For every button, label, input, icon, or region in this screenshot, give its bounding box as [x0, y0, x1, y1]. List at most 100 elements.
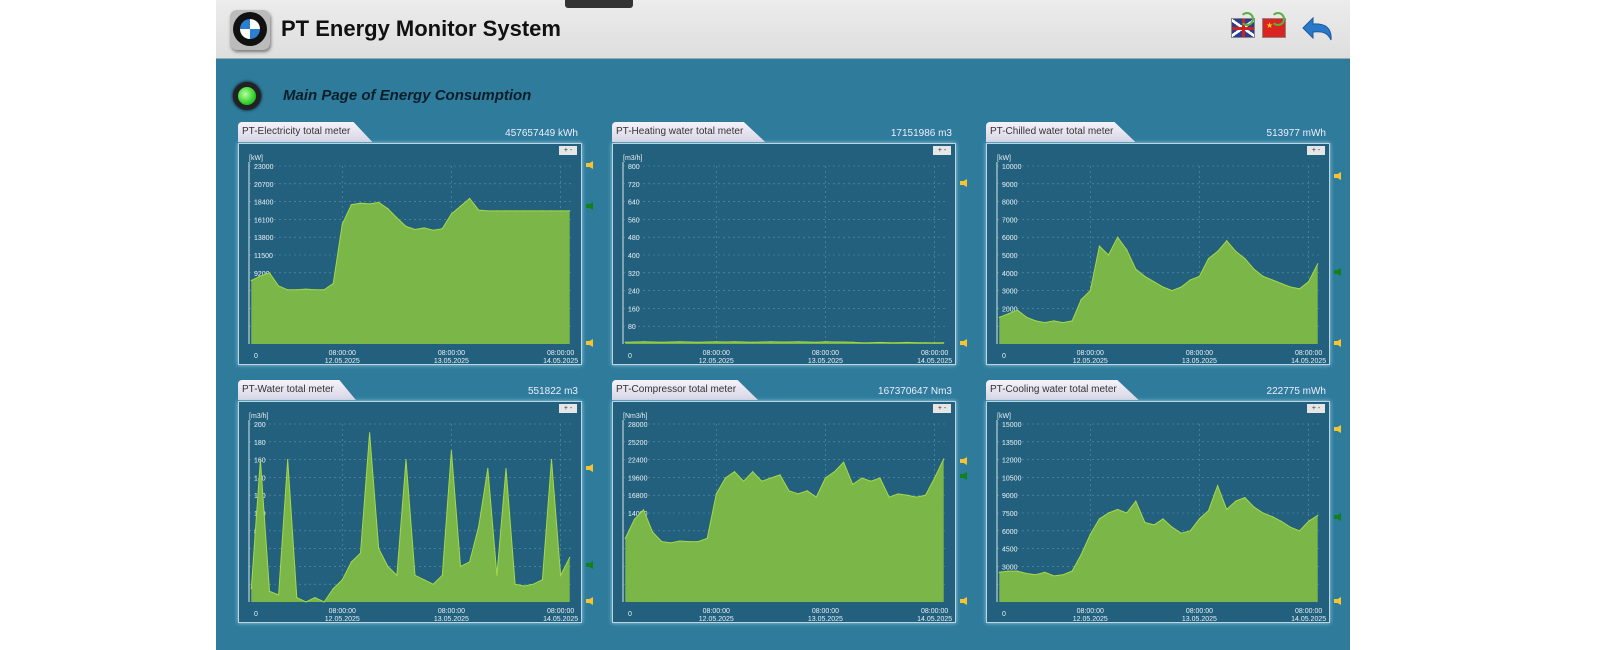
data-point	[1180, 532, 1182, 534]
limit-arrow-icon	[1334, 171, 1341, 180]
data-point	[1053, 320, 1055, 322]
data-point	[341, 579, 343, 581]
x-tick-date: 12.05.2025	[325, 616, 360, 622]
meter-chart[interactable]: 02040608010012014016018020008:00:0012.05…	[238, 401, 582, 623]
x-tick-date: 12.05.2025	[1073, 616, 1108, 622]
meter-title-tab[interactable]: PT-Chilled water total meter	[986, 122, 1136, 142]
meter-title-tab[interactable]: PT-Electricity total meter	[238, 122, 373, 142]
meter-chart[interactable]: 0230046006900920011500138001610018400207…	[238, 143, 582, 365]
data-point	[861, 342, 863, 344]
data-point	[323, 601, 325, 603]
top-pull-tab[interactable]	[565, 0, 633, 8]
y-tick-label: 400	[628, 253, 640, 260]
data-point	[633, 518, 635, 520]
data-point	[1289, 286, 1292, 288]
data-point	[332, 588, 334, 590]
data-point	[259, 459, 261, 461]
data-point	[651, 341, 654, 343]
data-point	[934, 342, 936, 344]
data-point	[323, 289, 325, 291]
data-point	[532, 583, 534, 585]
bmw-logo-icon[interactable]	[230, 10, 270, 50]
chart-svg: 02040608010012014016018020008:00:0012.05…	[248, 413, 578, 622]
data-point	[888, 342, 890, 344]
meter-chart[interactable]: 0150030004500600075009000105001200013500…	[986, 401, 1330, 623]
meter-title-tab[interactable]: PT-Cooling water total meter	[986, 380, 1139, 400]
data-point	[661, 341, 663, 343]
data-point	[670, 341, 672, 343]
y-tick-label: 19600	[628, 475, 648, 482]
chart-svg: 08016024032040048056064072080008:00:0012…	[622, 155, 952, 364]
meter-chart[interactable]: 0 80 160 240 320 400 480 560 640 720 800 08:00:00 12…	[612, 143, 956, 365]
data-point	[1226, 240, 1228, 242]
data-point	[733, 471, 736, 473]
data-point	[934, 477, 936, 479]
meter-panel-chilled-water: PT-Chilled water total meter 513977 mWh …	[986, 122, 1366, 367]
data-point	[752, 341, 754, 343]
x-tick-date: 12.05.2025	[325, 358, 360, 364]
data-point	[487, 210, 489, 212]
data-point	[487, 467, 489, 470]
x-tick-date: 12.05.2025	[699, 358, 734, 364]
data-point	[679, 540, 681, 542]
data-point	[1053, 575, 1055, 577]
data-point	[1271, 279, 1273, 281]
data-point	[259, 275, 261, 277]
meter-title-tab[interactable]: PT-Heating water total meter	[612, 122, 766, 142]
y-tick-label: 6000	[1002, 529, 1018, 536]
series-area	[251, 198, 570, 344]
x-tick-time: 08:00:00	[1295, 608, 1322, 615]
data-point	[833, 341, 836, 343]
data-point	[1098, 518, 1100, 520]
data-point	[378, 548, 380, 550]
series-line	[999, 236, 1319, 324]
back-arrow-icon[interactable]	[1299, 14, 1335, 44]
data-point	[824, 477, 827, 479]
data-point	[642, 509, 645, 511]
y-tick-label: 15000	[1002, 422, 1022, 429]
data-point	[998, 316, 1000, 318]
x-tick-time: 08:00:00	[1077, 350, 1104, 357]
data-point	[624, 341, 626, 343]
meter-title-tab[interactable]: PT-Water total meter	[238, 380, 356, 400]
x-tick-time: 08:00:00	[438, 350, 465, 357]
data-point	[432, 583, 434, 585]
data-point	[888, 496, 890, 498]
data-point	[915, 496, 918, 498]
meter-chart[interactable]: 0280056008400112001400016800196002240025…	[612, 401, 956, 623]
data-point	[943, 342, 945, 344]
data-point	[250, 279, 252, 282]
data-point	[1207, 257, 1210, 260]
data-point	[478, 525, 480, 527]
meter-title-tab[interactable]: PT-Compressor total meter	[612, 380, 759, 400]
data-point	[697, 341, 699, 343]
data-point	[1280, 520, 1282, 522]
y-tick-label: 5000	[1002, 253, 1018, 260]
data-point	[396, 574, 398, 576]
data-point	[1235, 250, 1237, 253]
zoom-control-button[interactable]: + -	[559, 146, 577, 155]
series-line	[251, 197, 570, 291]
zoom-control-button[interactable]: + -	[1307, 404, 1325, 413]
y-tick-label: 3000	[1002, 289, 1018, 296]
zoom-control-button[interactable]: + -	[1307, 146, 1325, 155]
setpoint-arrow-icon	[960, 472, 967, 481]
meter-panel-compressor: PT-Compressor total meter 167370647 Nm3 …	[612, 380, 992, 625]
meter-chart[interactable]: 0100020003000400050006000700080009000100…	[986, 143, 1330, 365]
zoom-control-button[interactable]: + -	[933, 404, 951, 413]
data-point	[1007, 313, 1009, 315]
data-point	[697, 541, 699, 543]
data-point	[897, 493, 899, 495]
x-tick-date: 13.05.2025	[434, 358, 469, 364]
y-axis-unit: [Nm3/h]	[623, 413, 648, 420]
zoom-control-button[interactable]: + -	[933, 146, 951, 155]
data-point	[1153, 524, 1155, 526]
y-tick-label: 25200	[628, 440, 648, 447]
data-point	[1071, 320, 1073, 322]
data-point	[1016, 570, 1019, 572]
data-point	[906, 341, 908, 344]
zoom-control-button[interactable]: + -	[559, 404, 577, 413]
x-tick-time: 08:00:00	[921, 608, 948, 615]
y-tick-label: 13500	[1002, 440, 1022, 447]
y-tick-label: 9000	[1002, 182, 1018, 189]
